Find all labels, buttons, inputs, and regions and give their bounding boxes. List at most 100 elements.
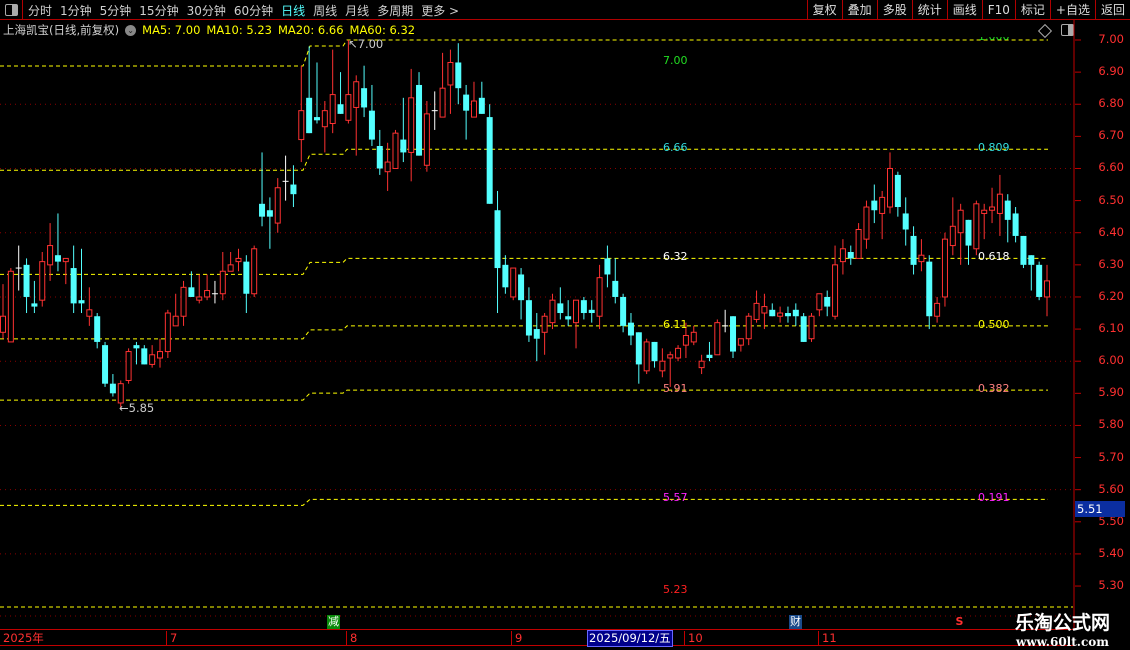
tab-period[interactable]: 周线 xyxy=(313,4,338,18)
candle-body-down xyxy=(290,184,297,195)
panel-toggle-icon[interactable] xyxy=(0,0,23,20)
fib-price-label: 7.00 xyxy=(663,54,688,67)
watermark-title: 乐淘公式网 xyxy=(1014,612,1110,634)
toolbar-button[interactable]: 叠加 xyxy=(841,0,877,20)
fib-ratio-label: 1.000 xyxy=(978,37,1010,43)
candle-body-up xyxy=(447,61,454,86)
tab-period[interactable]: 更多 > xyxy=(421,4,460,18)
price-axis-label: 5.40 xyxy=(1098,545,1124,560)
candle-body-up xyxy=(714,322,721,356)
candle-body-down xyxy=(580,300,587,314)
candle-body-up xyxy=(156,351,163,359)
candle-body-up xyxy=(777,312,784,317)
candle-body-up xyxy=(172,315,179,327)
candle-body-down xyxy=(70,268,77,304)
fib-price-label: 6.11 xyxy=(663,317,688,331)
candle-body-down xyxy=(800,316,807,342)
price-axis-label: 6.20 xyxy=(1098,288,1124,303)
candle-body-up xyxy=(541,315,548,333)
toolbar-button[interactable]: 画线 xyxy=(946,0,982,20)
tab-period[interactable]: 30分钟 xyxy=(186,4,226,18)
tab-period[interactable]: 日线 xyxy=(281,4,306,18)
candle-body-down xyxy=(376,145,383,169)
candle-body-down xyxy=(1020,235,1027,265)
finance-marker[interactable]: 财 xyxy=(789,615,802,629)
candle-body-down xyxy=(847,251,854,259)
candle-body-down xyxy=(313,117,320,121)
tab-period[interactable]: 分时 xyxy=(28,4,53,18)
price-axis-label: 6.10 xyxy=(1098,321,1124,336)
selected-date: 2025/09/12/五 xyxy=(587,630,673,647)
candle-body-down xyxy=(306,97,313,134)
candle-body-down xyxy=(463,94,470,111)
candle-body-up xyxy=(887,167,894,208)
candle-body-down xyxy=(706,354,713,358)
candle-body-down xyxy=(910,235,917,265)
candle-body-down xyxy=(486,117,493,204)
candle-body-up xyxy=(86,309,93,317)
toolbar-button[interactable]: 返回 xyxy=(1094,0,1130,20)
candle-body-up xyxy=(329,94,336,125)
candle-body-up xyxy=(957,209,964,234)
price-axis-label: 5.50 xyxy=(1098,513,1124,528)
fib-line xyxy=(0,257,1048,275)
candle-body-up xyxy=(855,229,862,259)
toolbar-button[interactable]: 复权 xyxy=(806,0,842,20)
ma60-value: MA60: 6.32 xyxy=(349,23,416,37)
candle-body-up xyxy=(62,257,69,263)
price-axis-label: 5.70 xyxy=(1098,449,1124,464)
candle-body-up xyxy=(816,293,823,311)
tab-period[interactable]: 多周期 xyxy=(377,4,414,18)
candle-body-up xyxy=(549,299,556,324)
candle-body-down xyxy=(133,345,140,349)
tab-period[interactable]: 60分钟 xyxy=(233,4,274,18)
date-label: 7 xyxy=(166,631,177,645)
toolbar-button[interactable]: 多股 xyxy=(876,0,912,20)
price-axis-label: 6.70 xyxy=(1098,128,1124,143)
candle-body-up xyxy=(384,161,391,173)
price-axis-label: 7.00 xyxy=(1098,32,1124,46)
toolbar-button[interactable]: +自选 xyxy=(1049,0,1095,20)
candle-body-down xyxy=(266,210,273,217)
candle-body-down xyxy=(361,88,368,108)
candle-body-up xyxy=(274,187,281,224)
ma10-value: MA10: 5.23 xyxy=(206,23,272,37)
candle-body-up xyxy=(753,302,760,320)
toolbar-button[interactable]: 统计 xyxy=(911,0,947,20)
candle-body-up xyxy=(196,296,203,301)
candle-body-up xyxy=(761,306,768,314)
price-axis-label: 5.30 xyxy=(1098,578,1124,593)
candle-body-down xyxy=(635,332,642,365)
ma20-value: MA20: 6.66 xyxy=(277,23,344,37)
candle-body-up xyxy=(227,264,234,272)
candle-body-up xyxy=(408,97,415,153)
fib-price-label: 5.57 xyxy=(663,491,688,505)
sell-marker[interactable]: S xyxy=(955,615,964,628)
candle-body-down xyxy=(769,309,776,317)
tab-period[interactable]: 15分钟 xyxy=(139,4,179,18)
candle-body-up xyxy=(996,193,1003,214)
chevron-down-icon[interactable]: ⌄ xyxy=(125,24,137,36)
candle-body-up xyxy=(7,270,14,343)
candle-body-down xyxy=(188,287,195,297)
candle-body-up xyxy=(934,302,941,317)
candle-body-down xyxy=(416,84,423,156)
tab-period[interactable]: 1分钟 xyxy=(60,4,92,18)
current-price-tag: 5.51 xyxy=(1075,501,1125,517)
toolbar-button[interactable]: 标记 xyxy=(1014,0,1050,20)
reduction-marker[interactable]: 减 xyxy=(327,615,340,629)
candle-body-down xyxy=(78,300,85,304)
tab-period[interactable]: 5分钟 xyxy=(99,4,132,18)
candle-body-down xyxy=(1004,200,1011,220)
candle-body-down xyxy=(259,203,266,217)
date-label: 11 xyxy=(818,631,837,645)
candle-body-down xyxy=(926,261,933,317)
candle-body-up xyxy=(643,341,650,372)
candle-body-up xyxy=(879,196,886,214)
candle-body-up xyxy=(573,299,580,324)
candle-body-down xyxy=(651,341,658,362)
toolbar-button[interactable]: F10 xyxy=(981,0,1015,20)
tab-period[interactable]: 月线 xyxy=(345,4,370,18)
fib-price-label: 5.91 xyxy=(663,382,688,396)
